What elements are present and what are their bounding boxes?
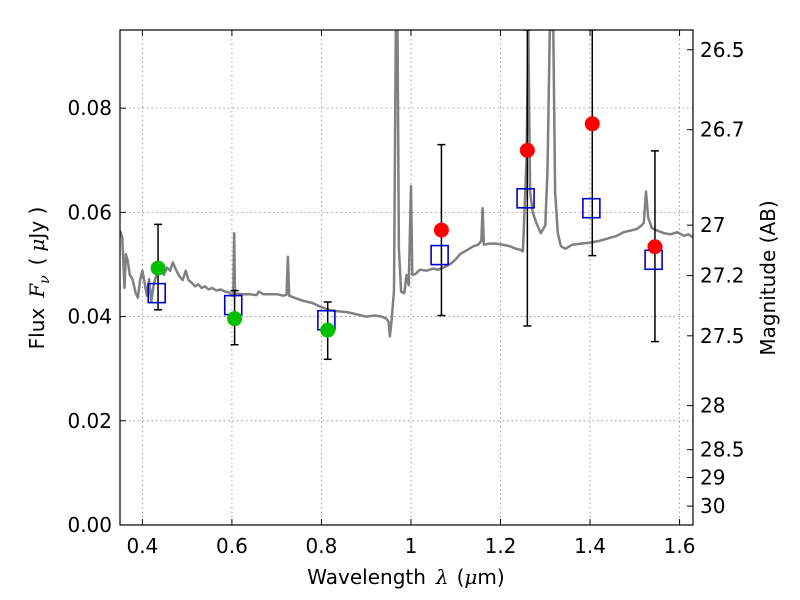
- x-axis-title-unit-mu: μ: [464, 565, 477, 589]
- y2-tick-label: 27.5: [700, 324, 745, 348]
- observed-photometry: [150, 116, 663, 338]
- y2-axis-title: Magnitude (AB): [756, 200, 780, 355]
- y-axis-ticks: 0.00 0.02 0.04 0.06 0.08: [67, 96, 126, 537]
- y2-tick-label: 26.5: [700, 38, 745, 62]
- y2-tick-label: 27.2: [700, 264, 745, 288]
- x-axis-title-text: Wavelength: [307, 565, 426, 589]
- x-tick-label: 0.4: [126, 534, 158, 558]
- model-spectrum: [120, 30, 693, 338]
- observed-point: [647, 239, 663, 255]
- x-axis-title: Wavelength λ (μm): [307, 565, 504, 589]
- model-photometry-square: [430, 244, 449, 266]
- y-tick-label: 0.06: [67, 200, 112, 224]
- x-tick-label: 0.6: [216, 534, 248, 558]
- observed-point: [320, 322, 336, 338]
- y-tick-label: 0.00: [67, 513, 112, 537]
- y2-tick-label: 27: [700, 213, 725, 237]
- observed-point: [584, 116, 600, 132]
- model-photometry: [147, 188, 663, 331]
- model-spectrum-line: [120, 30, 693, 338]
- y-tick-label: 0.08: [67, 96, 112, 120]
- y2-tick-label: 28.5: [700, 438, 745, 462]
- x-tick-label: 1.6: [664, 534, 696, 558]
- y-axis-title-unit-open: (: [25, 258, 49, 266]
- observed-point: [433, 222, 449, 238]
- y-axis-title-symbol: F: [25, 283, 49, 299]
- model-photometry-square: [582, 197, 601, 219]
- x-axis-title-symbol: λ: [435, 565, 449, 589]
- y-axis-title-unit-mu: μ: [25, 239, 49, 252]
- y-axis-title-unit-rest: Jy ): [25, 207, 49, 241]
- y2-tick-label: 29: [700, 465, 725, 489]
- plot-frame: [119, 29, 694, 526]
- model-photometry-square: [516, 188, 535, 209]
- y-axis-title: Flux Fν ( μJy ): [25, 207, 53, 350]
- y-tick-label: 0.02: [67, 409, 112, 433]
- y2-tick-label: 28: [700, 394, 725, 418]
- error-bars: [154, 30, 659, 361]
- error-bar: [588, 30, 597, 257]
- observed-point: [227, 311, 243, 327]
- x-tick-label: 1: [405, 534, 418, 558]
- model-photometry-square: [147, 282, 167, 304]
- observed-point: [150, 260, 166, 276]
- y-axis-title-text: Flux: [25, 308, 49, 350]
- y-tick-label: 0.04: [67, 305, 112, 329]
- x-axis-title-unit-rest: m): [477, 565, 504, 589]
- x-tick-label: 1.4: [574, 534, 606, 558]
- y2-tick-label: 26.7: [700, 118, 745, 142]
- error-bar: [523, 30, 532, 327]
- x-axis-title-unit-open: (: [457, 565, 465, 589]
- y2-axis-ticks: 26.5 26.7 27 27.2 27.5 28 28.5 29 30: [687, 38, 745, 518]
- x-tick-label: 1.2: [485, 534, 517, 558]
- x-axis-ticks: 0.4 0.6 0.8 1 1.2 1.4 1.6: [126, 30, 695, 558]
- x-tick-label: 0.8: [306, 534, 338, 558]
- y2-tick-label: 30: [700, 494, 725, 518]
- observed-point: [519, 142, 535, 158]
- y-axis-title-subscript: ν: [37, 275, 53, 284]
